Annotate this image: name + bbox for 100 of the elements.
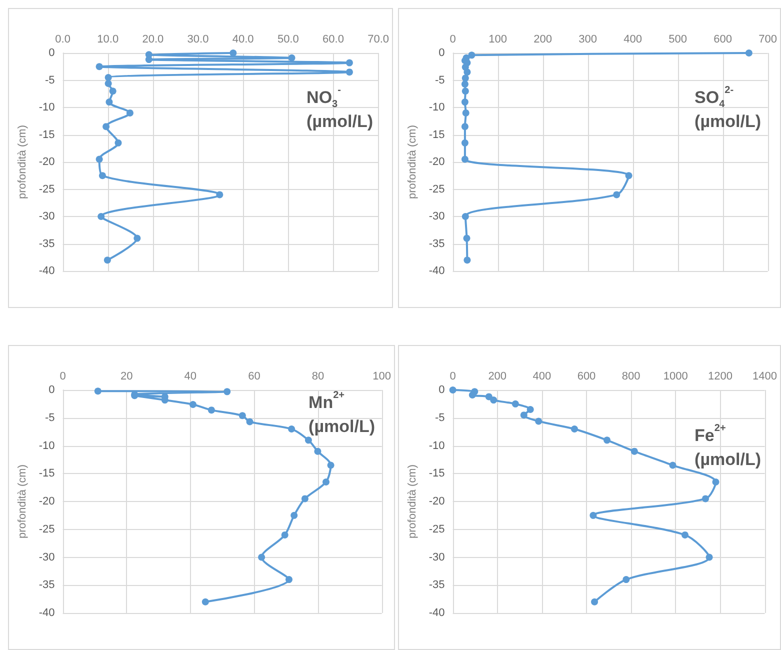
point [208,406,215,414]
point [461,156,468,163]
point [304,436,312,444]
x-tick-label: 400 [532,370,552,382]
x-tick-label: 40 [184,370,197,382]
point [327,462,334,469]
y-tick-label: 0 [48,47,55,59]
x-tick-label: 50.0 [277,34,299,46]
point [288,54,296,62]
point [106,98,113,106]
y-tick-label: -10 [38,440,55,452]
x-tick-label: 10.0 [97,34,119,46]
point [463,234,470,242]
x-tick-label: 400 [624,34,642,46]
point [462,213,469,220]
y-tick-label: -25 [38,183,55,196]
y-tick-label: -30 [38,551,55,564]
point [301,495,308,502]
x-tick-label: 0 [450,370,456,382]
point [290,512,298,519]
x-tick-label: 20.0 [142,34,164,46]
point [281,531,288,538]
point [114,139,122,146]
point [230,50,237,56]
y-tick-label: -35 [38,579,55,592]
point [712,478,720,486]
y-tick-label: 0 [438,47,445,59]
point [238,412,246,420]
y-tick-label: -10 [38,102,55,114]
x-tick-label: 600 [577,370,596,382]
point [669,462,676,469]
x-tick-label: 200 [488,370,507,382]
point [224,388,231,396]
point [134,234,141,242]
x-tick-label: 60.0 [322,34,344,46]
point [104,74,112,82]
point [461,80,468,88]
y-axis-title: profondità (cm) [16,464,28,538]
point [98,172,106,180]
point [96,156,103,163]
y-tick-label: -30 [428,551,445,564]
x-tick-label: 70.0 [368,34,390,46]
point [216,191,224,198]
point [622,576,630,584]
point [512,400,519,408]
point [202,598,209,606]
y-tick-label: -35 [428,579,445,592]
x-tick-label: 600 [714,34,732,46]
point [462,109,470,116]
point [461,139,468,146]
point [126,109,134,116]
point [462,88,469,95]
x-tick-label: 200 [534,34,552,46]
x-tick-label: 80 [312,370,324,382]
point [570,426,578,433]
point [485,393,492,400]
point [104,256,111,264]
point [96,63,103,70]
x-tick-label: 300 [578,34,597,46]
y-tick-label: -35 [428,238,445,250]
x-tick-label: 20 [120,370,133,382]
y-tick-label: -20 [428,156,445,168]
point [109,88,116,95]
x-tick-label: 1200 [708,370,732,382]
y-tick-label: -5 [435,412,445,424]
point [706,554,713,561]
point [630,448,638,455]
y-tick-label: -15 [38,468,55,480]
y-tick-label: -5 [45,412,55,424]
point [102,123,110,130]
x-tick-label: 0 [450,34,456,46]
x-tick-label: 700 [758,34,778,46]
point [94,388,102,395]
y-tick-label: -20 [38,496,55,508]
y-tick-label: -15 [428,128,445,141]
point [189,400,196,408]
x-tick-label: 500 [668,34,687,46]
point [526,406,534,414]
point [613,191,620,198]
y-tick-label: -35 [38,238,55,250]
point [322,478,330,486]
y-tick-label: -40 [38,607,55,619]
point [462,74,469,82]
point [258,554,266,561]
point [104,80,112,88]
point [591,598,598,606]
y-tick-label: -25 [428,183,445,196]
y-tick-label: -25 [38,523,55,536]
point [461,123,468,130]
y-tick-label: -15 [428,468,445,480]
point [145,56,152,64]
x-tick-label: 100 [488,34,507,46]
y-tick-label: 0 [438,384,445,396]
point [314,448,322,455]
point [346,59,353,66]
point [702,495,709,502]
y-tick-label: -20 [38,156,55,168]
point [346,68,353,76]
point [464,256,471,264]
point [745,50,752,56]
